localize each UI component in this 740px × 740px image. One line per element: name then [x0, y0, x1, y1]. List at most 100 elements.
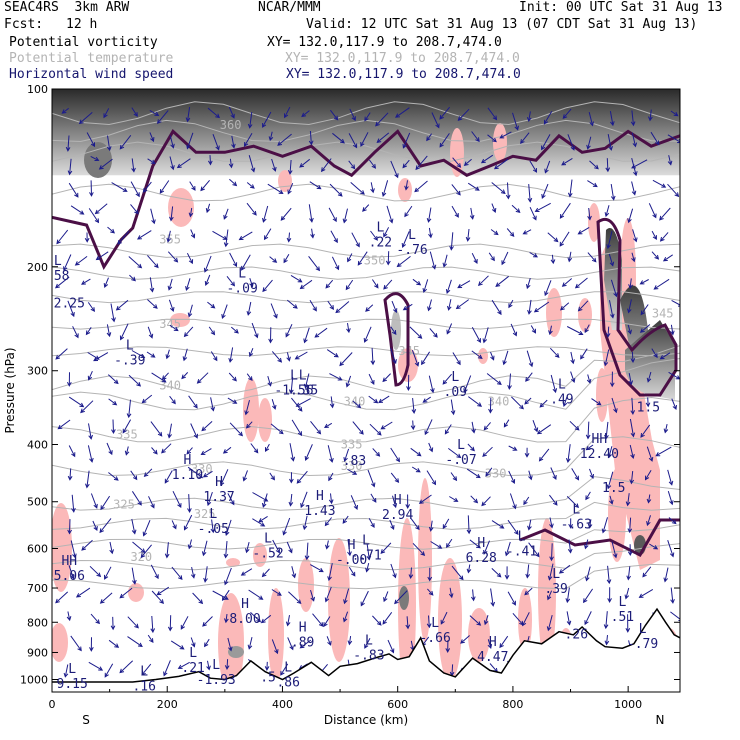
wind-vector — [603, 349, 610, 367]
wind-vector — [228, 106, 235, 119]
pv-contour-feature — [596, 217, 678, 397]
wind-vector — [150, 421, 163, 437]
wind-vector — [78, 112, 93, 125]
wind-vector — [493, 158, 509, 170]
wind-vector-layer — [54, 106, 680, 680]
wind-vector — [327, 563, 333, 582]
wind-vector — [156, 110, 169, 125]
extremum-marker: H — [215, 475, 223, 490]
wind-vector — [548, 325, 553, 336]
extremum-value: -.52 — [252, 547, 283, 562]
wind-vector — [261, 493, 268, 508]
wind-vector — [90, 493, 98, 509]
wind-vector — [224, 614, 229, 624]
wind-vector — [104, 663, 114, 678]
wind-vector — [108, 639, 120, 648]
wind-vector — [66, 611, 72, 622]
wind-vector — [523, 496, 530, 506]
wind-vector — [188, 395, 198, 409]
wind-vector — [68, 445, 76, 458]
wind-vector — [103, 108, 110, 119]
wind-vector — [150, 208, 156, 225]
wind-vector — [186, 132, 194, 150]
extremum-marker: L — [457, 438, 465, 453]
wind-vector — [567, 539, 573, 554]
extremum-value: 2.25 — [54, 296, 85, 311]
pv-shade-patch — [328, 538, 350, 662]
plot-frame — [51, 88, 681, 693]
wind-vector — [190, 423, 198, 439]
wind-vector — [608, 253, 615, 267]
pv-contour-layer — [52, 129, 680, 557]
extremum-marker: L — [572, 502, 580, 517]
wind-vector — [348, 160, 356, 170]
extremum-marker: L — [558, 378, 566, 393]
wind-vector — [351, 232, 360, 248]
wind-vector — [228, 372, 237, 382]
pv-shade-patch — [128, 583, 144, 602]
wind-vector — [227, 637, 233, 652]
wind-vector — [584, 539, 589, 550]
wind-vector — [56, 229, 69, 245]
wind-vector — [240, 568, 253, 576]
wind-vector — [271, 351, 283, 363]
wind-vector — [627, 299, 632, 314]
wind-vector — [378, 395, 390, 404]
wind-vector — [639, 279, 649, 285]
theta-contour-line — [52, 358, 680, 411]
pv-shade-patch — [438, 558, 462, 682]
wind-vector — [457, 280, 471, 289]
wind-vector — [546, 614, 553, 632]
wind-vector — [84, 232, 90, 243]
wind-vector — [487, 134, 497, 143]
theta-contour-label: 330 — [191, 462, 213, 476]
wind-vector — [543, 110, 553, 125]
wind-vector — [385, 251, 391, 266]
wind-vector — [151, 447, 158, 455]
wind-vector — [659, 352, 671, 360]
wind-vector — [427, 588, 434, 596]
wind-vector — [347, 636, 353, 646]
wind-vector — [95, 251, 109, 261]
wind-vector — [87, 370, 93, 381]
wind-vector — [426, 470, 437, 486]
wind-vector — [631, 181, 637, 196]
wind-vector — [467, 182, 480, 191]
wind-vector — [601, 517, 608, 534]
wind-vector — [639, 324, 651, 333]
wind-vector — [352, 400, 362, 409]
wind-vector — [527, 299, 532, 315]
wind-vector — [310, 420, 322, 435]
wind-vector — [533, 301, 550, 313]
wind-vector — [202, 470, 213, 478]
wind-vector — [229, 422, 244, 437]
wind-vector — [100, 495, 111, 511]
wind-vector — [524, 447, 530, 458]
wind-vector — [526, 278, 531, 290]
wind-vector — [332, 132, 345, 144]
wind-vector — [350, 495, 358, 510]
wind-vector — [347, 539, 352, 557]
wind-vector — [188, 207, 194, 218]
field-xy-pv: XY= 132.0,117.9 to 208.7,474.0 — [267, 35, 502, 50]
extremum-value: .16 — [132, 679, 155, 694]
wind-vector — [108, 472, 119, 481]
wind-vector — [376, 132, 390, 143]
wind-vector — [646, 494, 652, 504]
extremum-value: -1.93 — [197, 673, 236, 688]
south-end-label: S — [82, 713, 90, 727]
wind-vector — [628, 278, 633, 290]
header-fcst-value: 12 h — [66, 17, 98, 32]
header-model: SEAC4RS 3km ARW — [4, 0, 130, 15]
wind-vector — [129, 274, 136, 282]
wind-vector — [663, 423, 669, 434]
wind-vector — [609, 111, 615, 127]
wind-vector — [63, 254, 72, 272]
wind-vector — [61, 107, 69, 114]
wind-vector — [414, 180, 428, 193]
wind-vector — [119, 660, 134, 674]
wind-vector — [490, 588, 496, 607]
wind-vector — [119, 134, 132, 150]
wind-vector — [324, 517, 332, 527]
wind-vector — [629, 418, 636, 438]
